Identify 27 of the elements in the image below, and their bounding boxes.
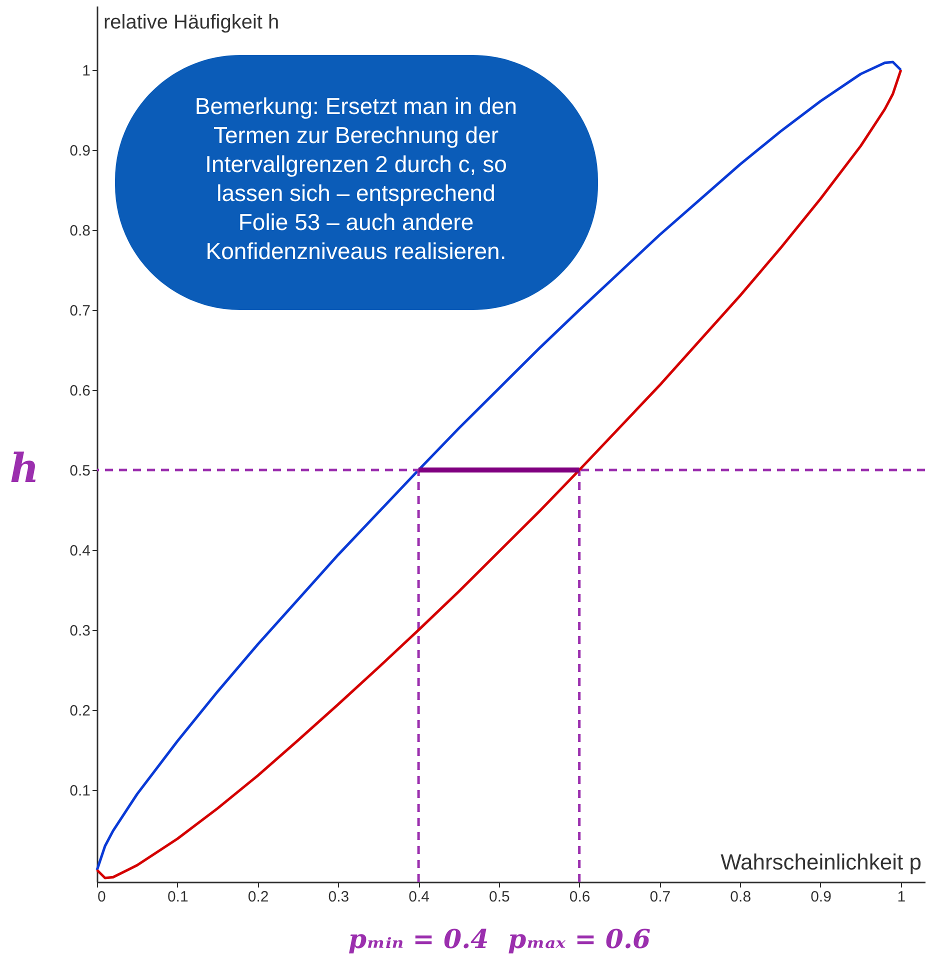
x-tick-label: 0.8 [730, 888, 752, 906]
x-tick-label: 0.1 [167, 888, 188, 906]
x-tick-label: 0.3 [328, 888, 350, 906]
ref-line-label: pₘᵢₙ = 0.4 [348, 925, 489, 955]
y-tick-label: 0.3 [70, 622, 90, 640]
ref-line-label: h [10, 445, 39, 492]
y-tick-label: 0.1 [70, 782, 90, 800]
x-tick-label: 1 [897, 888, 906, 906]
x-axis-title: Wahrscheinlichkeit p [720, 850, 922, 874]
y-tick-label: 1 [82, 62, 90, 80]
x-tick-label: 0 [98, 888, 106, 906]
x-tick-label: 0.5 [489, 888, 510, 906]
y-tick-label: 0.8 [70, 222, 90, 240]
y-tick-label: 0.4 [70, 542, 90, 560]
y-tick-label: 0.9 [70, 142, 90, 160]
y-tick-label: 0.5 [70, 462, 90, 480]
x-tick-label: 0.9 [810, 888, 832, 906]
y-tick-label: 0.2 [70, 702, 90, 720]
y-tick-label: 0.6 [70, 382, 90, 400]
ref-line-label: pₘₐₓ = 0.6 [508, 925, 651, 955]
annotation: Bemerkung: Ersetzt man in den Termen zur Berechnung der Intervallgrenzen 2 durch c, so lassen sich – entsprechend Folie 53 – auch andere Konfidenzniveaus realisieren. [194, 93, 518, 264]
x-tick-label: 0.4 [408, 888, 430, 906]
x-tick-label: 0.2 [248, 888, 269, 906]
x-tick-label: 0.7 [650, 888, 671, 906]
y-tick-label: 0.7 [70, 302, 90, 320]
x-tick-label: 0.6 [569, 888, 590, 906]
y-axis-title: relative Häufigkeit h [104, 12, 280, 34]
